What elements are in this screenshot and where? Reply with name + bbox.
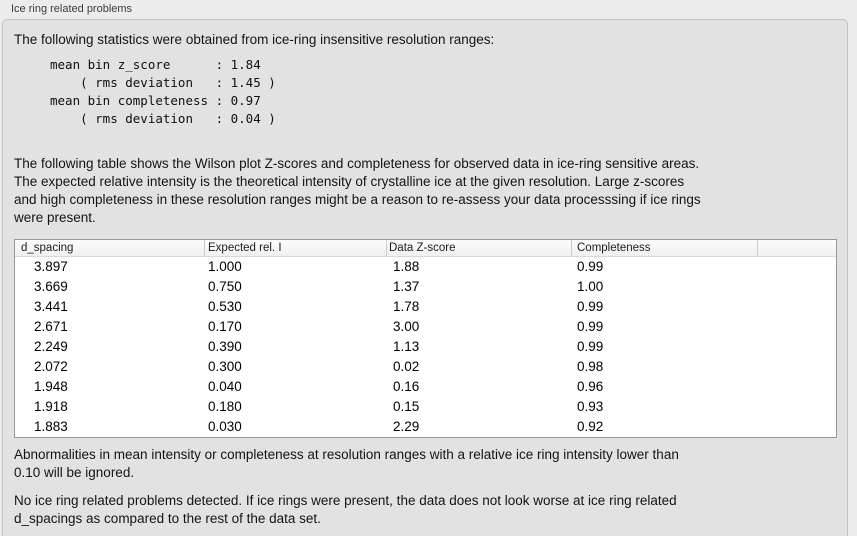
table-cell — [758, 317, 836, 337]
table-header-row: d_spacing Expected rel. I Data Z-score C… — [15, 240, 836, 257]
table-cell: 0.99 — [577, 259, 604, 274]
footnote-text: Abnormalities in mean intensity or compl… — [14, 447, 679, 480]
table-cell: 3.441 — [34, 299, 68, 314]
table-cell — [758, 397, 836, 417]
table-cell — [758, 417, 836, 437]
table-cell: 3.897 — [34, 259, 68, 274]
table-row[interactable]: 2.671 0.170 3.00 0.99 — [15, 317, 836, 337]
table-row[interactable]: 1.948 0.040 0.16 0.96 — [15, 377, 836, 397]
table-cell: 0.93 — [577, 399, 604, 414]
table-cell: 0.98 — [577, 359, 604, 374]
table-cell: 0.300 — [208, 359, 242, 374]
table-cell — [758, 357, 836, 377]
table-row[interactable]: 3.441 0.530 1.78 0.99 — [15, 297, 836, 317]
column-header-completeness[interactable]: Completeness — [572, 240, 758, 256]
table-cell: 1.13 — [393, 339, 420, 354]
table-cell — [758, 297, 836, 317]
table-cell: 0.530 — [208, 299, 242, 314]
table-cell: 0.16 — [393, 379, 420, 394]
table-cell: 0.15 — [393, 399, 420, 414]
table-description-text: The following table shows the Wilson plo… — [14, 156, 701, 225]
table-cell — [758, 277, 836, 297]
table-cell: 0.040 — [208, 379, 242, 394]
table-cell: 0.92 — [577, 419, 604, 434]
column-header-d-spacing[interactable]: d_spacing — [15, 240, 205, 256]
table-cell: 1.88 — [393, 259, 420, 274]
table-cell: 0.170 — [208, 319, 242, 334]
table-cell: 0.750 — [208, 279, 242, 294]
table-cell: 0.99 — [577, 319, 604, 334]
table-cell: 0.99 — [577, 299, 604, 314]
intro-text: The following statistics were obtained f… — [14, 32, 495, 47]
table-row[interactable]: 1.883 0.030 2.29 0.92 — [15, 417, 836, 437]
ice-ring-table: d_spacing Expected rel. I Data Z-score C… — [14, 239, 837, 438]
table-row[interactable]: 3.897 1.000 1.88 0.99 — [15, 257, 836, 277]
table-row[interactable]: 1.918 0.180 0.15 0.93 — [15, 397, 836, 417]
table-row[interactable]: 3.669 0.750 1.37 1.00 — [15, 277, 836, 297]
table-body: 3.897 1.000 1.88 0.99 3.669 0.750 1.37 1.00 3.44… — [15, 257, 836, 437]
table-cell — [758, 257, 836, 277]
column-header-expected-rel-i[interactable]: Expected rel. I — [205, 240, 387, 256]
table-cell: 2.249 — [34, 339, 68, 354]
column-header-empty — [758, 240, 836, 256]
table-row[interactable]: 2.072 0.300 0.02 0.98 — [15, 357, 836, 377]
stats-block: mean bin z_score : 1.84 ( rms deviation … — [50, 57, 276, 126]
table-cell: 1.918 — [34, 399, 68, 414]
table-cell: 1.000 — [208, 259, 242, 274]
table-row[interactable]: 2.249 0.390 1.13 0.99 — [15, 337, 836, 357]
section-title: Ice ring related problems — [11, 3, 133, 15]
conclusion-text: No ice ring related problems detected. I… — [14, 493, 677, 526]
table-cell: 1.78 — [393, 299, 420, 314]
table-cell: 0.02 — [393, 359, 420, 374]
table-cell — [758, 337, 836, 357]
table-cell: 2.671 — [34, 319, 68, 334]
table-cell: 1.948 — [34, 379, 68, 394]
table-cell: 0.99 — [577, 339, 604, 354]
ice-ring-groupbox: The following statistics were obtained f… — [2, 19, 848, 536]
table-cell: 1.883 — [34, 419, 68, 434]
table-cell: 1.37 — [393, 279, 420, 294]
table-cell: 3.669 — [34, 279, 68, 294]
table-cell — [758, 377, 836, 397]
table-cell: 3.00 — [393, 319, 420, 334]
table-cell: 2.29 — [393, 419, 420, 434]
table-cell: 2.072 — [34, 359, 68, 374]
table-cell: 0.030 — [208, 419, 242, 434]
column-header-data-z-score[interactable]: Data Z-score — [387, 240, 572, 256]
table-cell: 0.180 — [208, 399, 242, 414]
table-cell: 0.96 — [577, 379, 604, 394]
table-cell: 1.00 — [577, 279, 604, 294]
table-cell: 0.390 — [208, 339, 242, 354]
